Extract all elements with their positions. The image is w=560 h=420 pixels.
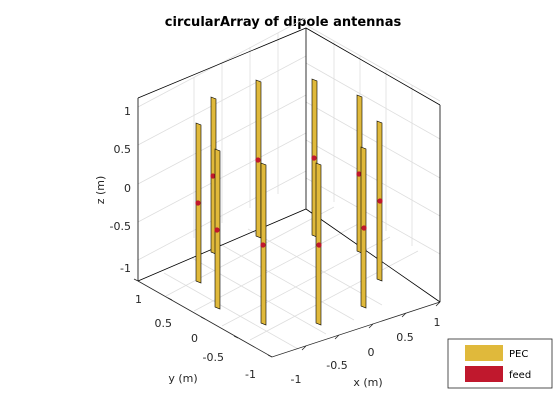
dipole-element [376,120,383,282]
legend-label-feed: feed [509,370,531,381]
plot-title: circularArray of dipole antennas [165,15,402,30]
legend[interactable]: PEC feed [447,338,553,389]
y-axis-label: y (m) [168,372,197,385]
z-tick-label: 0.5 [114,143,132,156]
y-tick-label: 0.5 [155,317,173,330]
dipole-element [315,162,322,326]
feed-point [316,242,322,248]
z-tick-label: 0 [124,182,131,195]
dipole-element [214,148,221,310]
dipole-element [255,79,262,239]
x-axis: -1 -0.5 0 0.5 1 x (m) [291,301,441,389]
feed-point [214,227,220,233]
x-tick-label: 0.5 [396,331,414,344]
x-tick-label: -0.5 [326,359,347,372]
dipole-element [195,122,202,284]
feed-point [210,173,216,179]
x-tick-label: 0 [368,346,375,359]
feed-point [356,171,362,177]
feed-point [255,157,261,163]
feed-point [195,200,201,206]
feed-point [377,198,383,204]
feed-point [361,225,367,231]
z-tick-label: -1 [120,262,131,275]
x-axis-label: x (m) [353,376,382,389]
back-wall-grid [137,17,441,350]
feed-point [311,155,317,161]
x-tick-label: -1 [291,373,302,386]
legend-swatch-feed [465,366,503,382]
antenna-array [195,78,383,326]
z-tick-label: 1 [124,105,131,118]
z-axis-label: z (m) [94,176,107,205]
y-tick-label: 1 [135,293,142,306]
y-tick-label: 0 [191,332,198,345]
z-axis: 1 0.5 0 -0.5 -1 z (m) [94,105,131,275]
y-tick-label: -1 [245,368,256,381]
x-tick-label: 1 [434,316,441,329]
legend-label-pec: PEC [509,349,528,360]
feed-point [260,242,266,248]
z-tick-label: -0.5 [110,220,131,233]
y-axis: 1 0.5 0 -0.5 -1 y (m) [133,278,273,385]
dipole-element [260,162,267,326]
dipole-element [360,146,367,309]
legend-swatch-pec [465,345,503,361]
axes-box [137,27,441,358]
y-tick-label: -0.5 [203,351,224,364]
